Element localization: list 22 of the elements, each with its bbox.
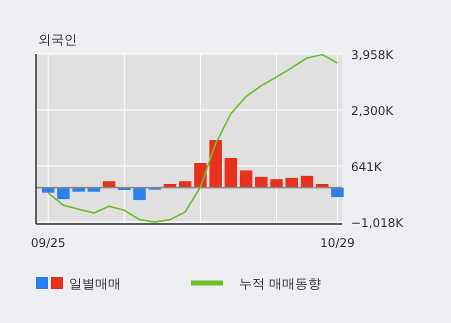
y-tick-label: 2,300K [351,104,394,118]
bar [270,179,283,188]
bar [300,176,314,188]
y-tick-label: 3,958K [351,48,394,62]
bar [224,158,238,188]
bar [331,188,344,198]
legend-label: 누적 매매동향 [239,277,322,292]
bar [255,176,268,188]
line-series [47,54,338,223]
chart-title: 외국인 [38,33,77,48]
legend-label: 일별매매 [69,277,121,292]
bar [240,170,252,188]
bar [209,140,222,188]
bar [57,188,70,200]
y-tick-label: 641K [351,160,383,174]
bar [133,188,146,200]
bar [178,181,192,188]
x-tick-label: 10/29 [320,236,355,250]
y-tick-label: −1,018K [351,216,404,230]
x-tick-label: 09/25 [30,236,66,250]
bar [102,181,116,188]
bar [286,178,298,188]
